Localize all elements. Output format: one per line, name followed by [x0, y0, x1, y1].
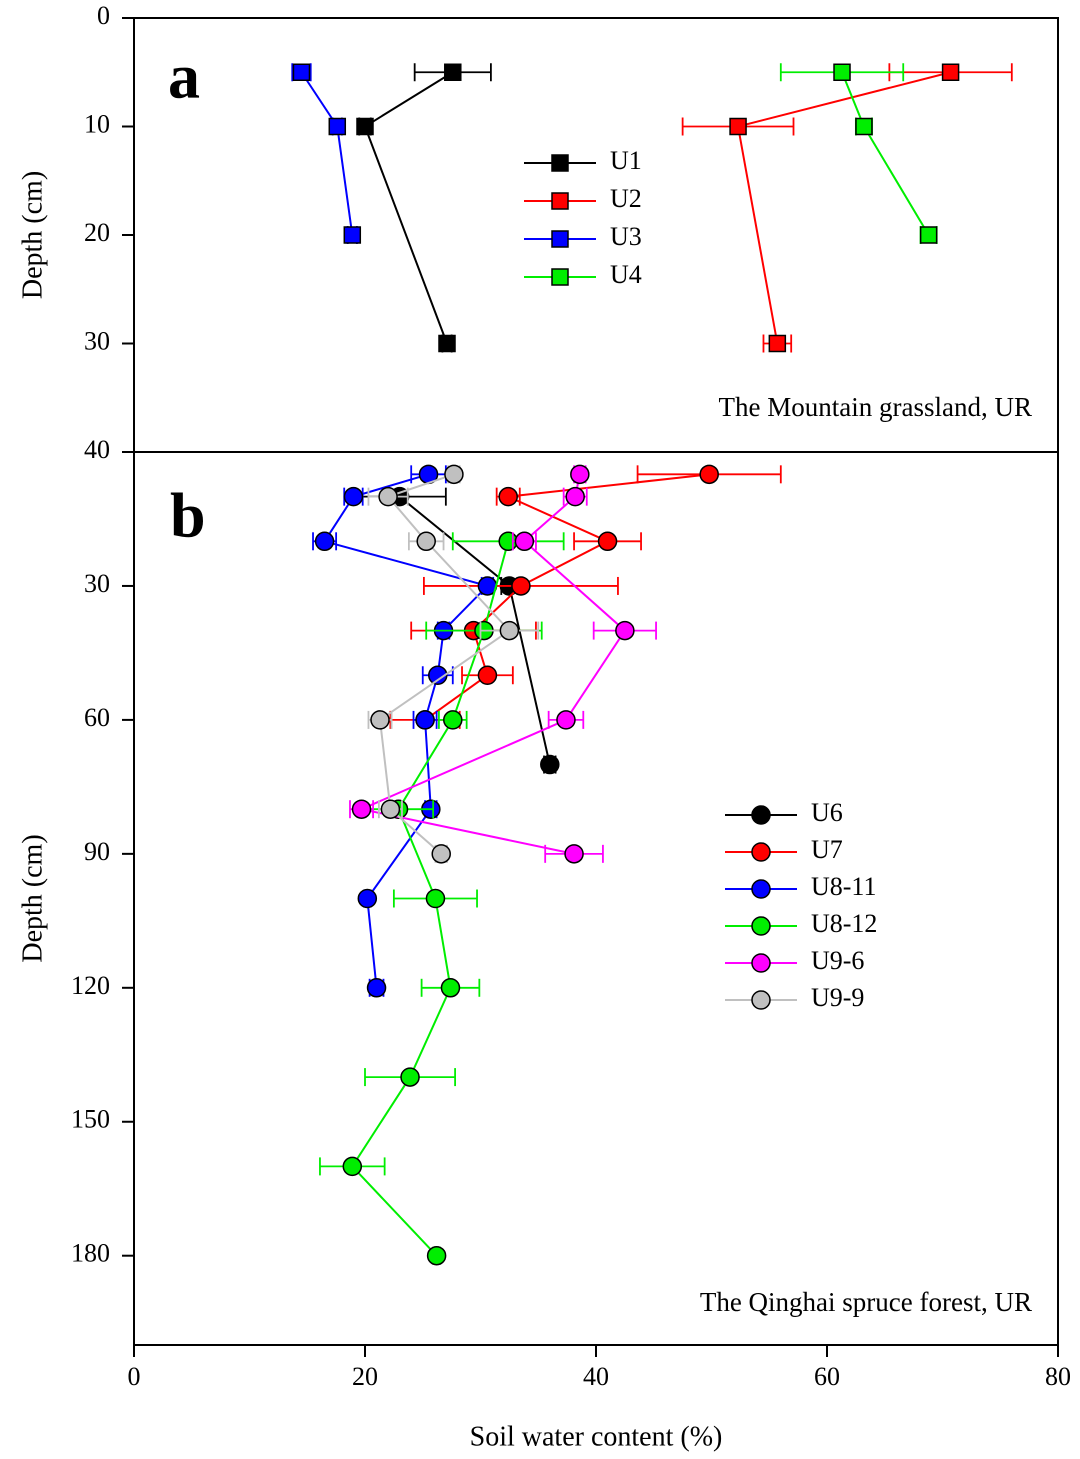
data-point: [729, 117, 747, 136]
legend-marker: [551, 192, 569, 210]
legend-label: U9-9: [811, 983, 864, 1012]
legend-marker: [751, 990, 771, 1010]
legend-label: U9-6: [811, 946, 864, 975]
series-line: [300, 71, 354, 236]
data-point: [314, 531, 335, 552]
y-tick-label: 20: [84, 218, 110, 247]
data-point: [343, 486, 364, 507]
data-point: [415, 710, 435, 730]
data-point: [343, 226, 362, 244]
legend-marker: [751, 879, 771, 899]
y-tick-label: 120: [71, 971, 110, 1000]
data-point: [511, 576, 531, 596]
data-point: [768, 334, 787, 353]
legend-label: U3: [610, 222, 642, 251]
legend-label: U2: [610, 184, 642, 213]
data-point: [370, 710, 390, 730]
plot-frame: [133, 17, 1059, 453]
legend-label: U8-12: [811, 909, 877, 938]
panel-note: The Qinghai spruce forest, UR: [700, 1287, 1032, 1317]
data-point: [565, 486, 585, 507]
data-point: [400, 1067, 420, 1087]
data-point: [919, 226, 938, 244]
data-point: [556, 710, 576, 730]
y-tick-label: 10: [84, 109, 110, 138]
data-point: [699, 464, 719, 485]
legend-marker: [751, 953, 771, 973]
series-line: [736, 71, 951, 344]
legend-label: U1: [610, 146, 642, 175]
data-point: [356, 117, 374, 136]
data-point: [440, 978, 461, 998]
data-point: [443, 710, 463, 730]
legend-label: U4: [610, 260, 642, 289]
data-point: [477, 665, 498, 685]
data-point: [416, 531, 436, 552]
data-point: [498, 486, 518, 507]
legend-marker: [751, 842, 771, 862]
y-tick-label: 30: [84, 569, 110, 598]
legend-marker: [751, 916, 771, 936]
panel-note: The Mountain grassland, UR: [719, 392, 1032, 422]
data-point: [351, 799, 372, 819]
x-axis-title: Soil water content (%): [470, 1421, 723, 1452]
y-tick-label: 90: [84, 837, 110, 866]
data-point: [514, 531, 535, 552]
data-point: [357, 888, 378, 909]
legend-marker: [551, 268, 569, 286]
data-point: [380, 799, 401, 819]
data-point: [425, 888, 446, 909]
data-point: [540, 754, 560, 775]
legend-marker: [551, 154, 569, 172]
data-point: [328, 117, 347, 136]
data-point: [597, 531, 618, 552]
data-point: [342, 1156, 363, 1177]
x-tick-label: 20: [352, 1362, 378, 1391]
data-point: [564, 844, 584, 864]
data-point: [855, 117, 873, 136]
data-point: [444, 63, 462, 81]
x-tick-label: 40: [583, 1362, 609, 1391]
data-point: [444, 464, 464, 485]
legend-label: U8-11: [811, 872, 876, 901]
x-tick-label: 80: [1045, 1362, 1071, 1391]
y-tick-label: 40: [84, 435, 110, 464]
series-line: [322, 473, 490, 988]
legend-label: U7: [811, 835, 843, 864]
data-point: [438, 334, 456, 353]
y-tick-label: 150: [71, 1105, 110, 1134]
data-point: [426, 1245, 447, 1266]
y-tick-label: 180: [71, 1239, 110, 1268]
y-tick-label: 30: [84, 326, 110, 355]
series-line: [363, 71, 454, 344]
panel-letter: a: [168, 41, 200, 112]
legend-marker: [751, 805, 771, 825]
data-point: [428, 665, 448, 685]
data-point: [570, 464, 590, 485]
data-point: [431, 844, 451, 864]
y-tick-label: 60: [84, 703, 110, 732]
data-point: [499, 620, 520, 641]
data-point: [615, 620, 635, 641]
data-point: [833, 63, 851, 81]
panel-letter: b: [170, 480, 206, 551]
y-axis-title: Depth (cm): [17, 834, 48, 962]
series-line: [378, 473, 511, 855]
series-line: [424, 473, 710, 721]
data-point: [366, 978, 387, 998]
legend-marker: [551, 230, 569, 248]
data-point: [292, 63, 311, 81]
y-tick-label: 0: [97, 1, 110, 30]
data-point: [378, 486, 398, 507]
y-axis-title: Depth (cm): [17, 171, 48, 299]
legend-label: U6: [811, 798, 843, 827]
x-tick-label: 60: [814, 1362, 840, 1391]
x-tick-label: 0: [128, 1362, 141, 1391]
data-point: [941, 63, 960, 81]
